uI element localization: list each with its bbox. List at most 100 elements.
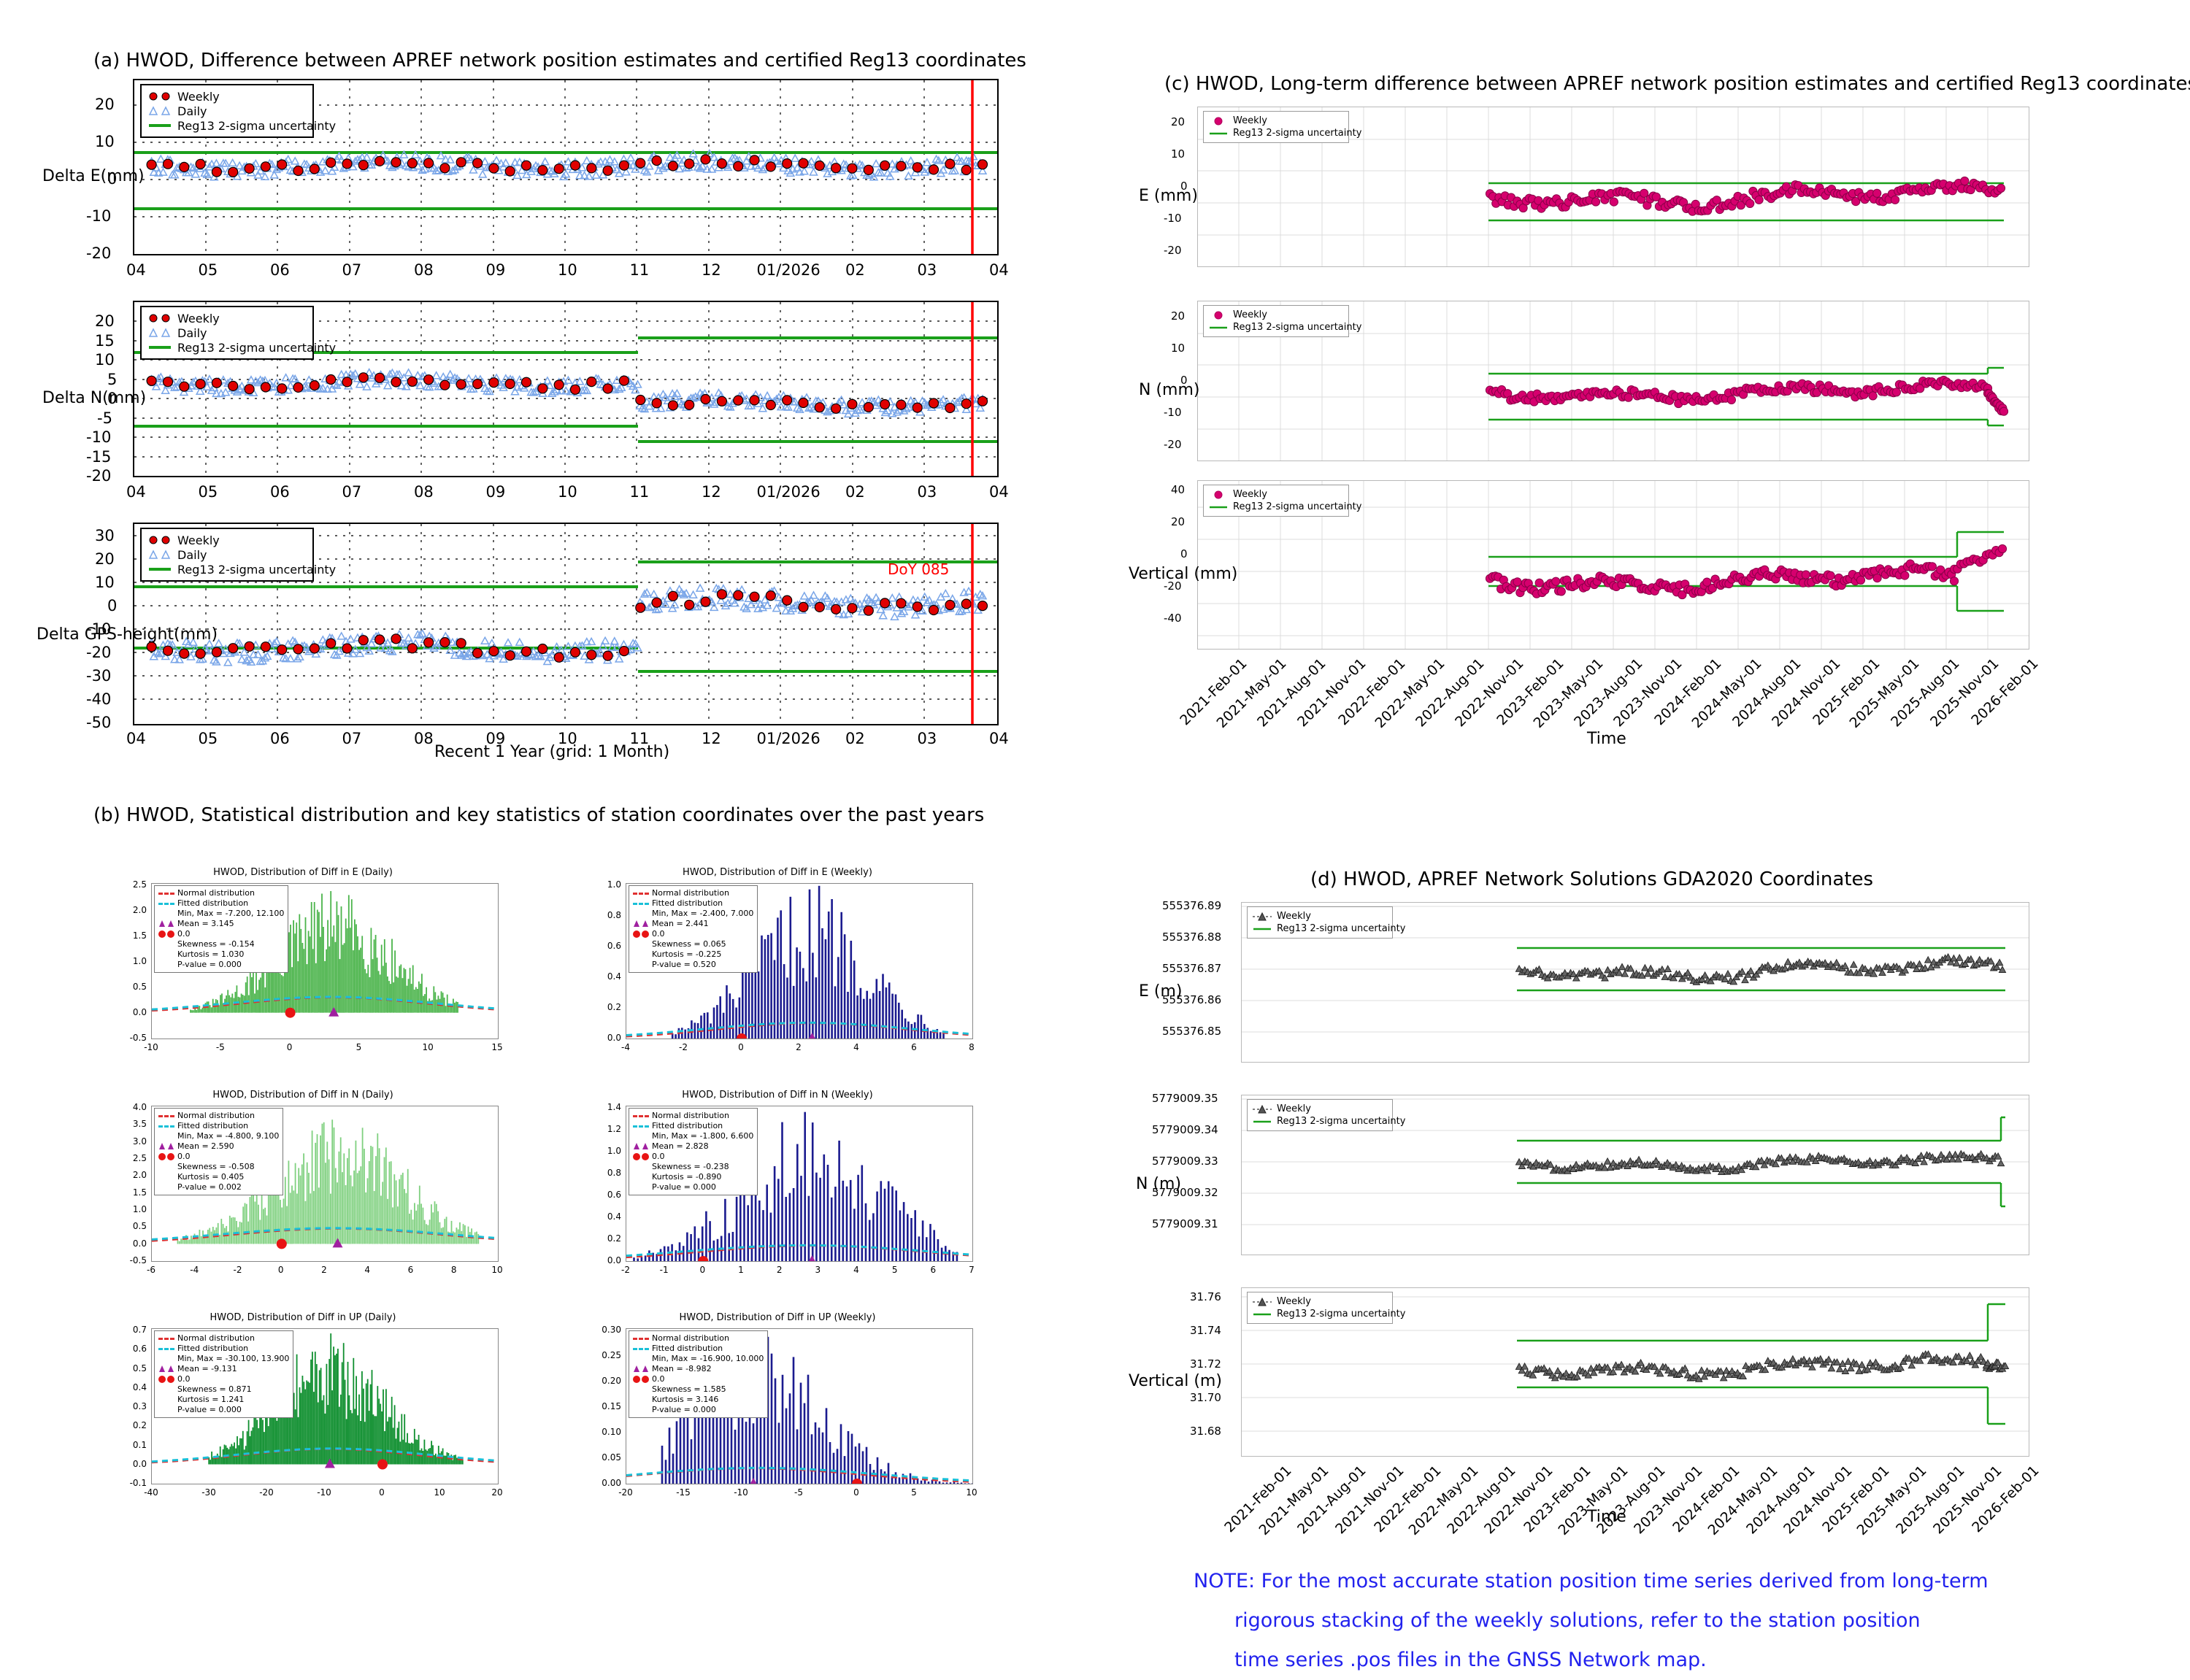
histogram-legend: Normal distribution Fitted distribution Mi… — [629, 885, 758, 973]
histogram-xtick: -10 — [734, 1487, 748, 1498]
legend-label: Reg13 2-sigma uncertainty — [1277, 1309, 1406, 1319]
legend-label: P-value = 0.000 — [177, 960, 242, 969]
ytick: 10 — [95, 574, 115, 591]
green-line-icon — [1253, 1310, 1272, 1319]
legend-label: Skewness = 0.065 — [652, 939, 726, 949]
histogram-xtick: 5 — [891, 1265, 898, 1275]
legend-label: P-value = 0.002 — [177, 1182, 242, 1192]
histogram-ytick: 0.4 — [607, 971, 621, 982]
histogram-ytick: 0.2 — [607, 1002, 621, 1012]
histogram-xtick: 3 — [815, 1265, 821, 1275]
histogram-legend: Normal distribution Fitted distribution Mi… — [629, 1108, 758, 1195]
histogram-panel: HWOD, Distribution of Diff in UP (Weekly… — [573, 1312, 982, 1547]
histogram-ytick: 0.4 — [607, 1211, 621, 1222]
histogram-xtick: -10 — [317, 1487, 331, 1498]
ytick: -40 — [86, 690, 112, 708]
histogram-ytick: 0.0 — [132, 1458, 147, 1469]
legend-normal: Normal distribution — [158, 1111, 279, 1121]
legend-item-sigma: Reg13 2-sigma uncertainty — [1209, 321, 1361, 334]
note-line-3: time series .pos files in the GNSS Netwo… — [1234, 1649, 1707, 1671]
legend-label: Weekly — [1277, 1103, 1311, 1114]
legend-kurt: Kurtosis = -0.890 — [633, 1172, 753, 1182]
legend-skew: Skewness = -0.508 — [158, 1162, 279, 1172]
legend-item-weekly: Weekly — [147, 89, 307, 104]
legend-label: Reg13 2-sigma uncertainty — [1277, 1116, 1406, 1127]
panel-a3-canvas — [134, 524, 997, 724]
legend-label: Mean = 2.828 — [652, 1141, 709, 1151]
legend-label: Weekly — [1277, 1296, 1311, 1307]
legend-label: Min, Max = -7.200, 12.100 — [177, 909, 285, 918]
histogram-title: HWOD, Distribution of Diff in N (Daily) — [212, 1090, 393, 1101]
histogram-xtick: -4 — [190, 1265, 199, 1275]
xtick: 06 — [270, 730, 290, 747]
histogram-ytick: 0.15 — [602, 1401, 621, 1411]
green-line-icon — [1209, 503, 1228, 512]
panel-c2-legend: Weekly Reg13 2-sigma uncertainty — [1203, 305, 1361, 337]
green-line-icon — [1253, 1117, 1272, 1126]
ytick: 20 — [1171, 115, 1186, 128]
histogram-xtick: -4 — [621, 1042, 630, 1052]
ytick: 5 — [107, 371, 118, 388]
histogram-legend: Normal distribution Fitted distribution Mi… — [629, 1330, 769, 1418]
ytick: -15 — [86, 448, 112, 466]
legend-label: Weekly — [177, 533, 220, 547]
histogram-ytick: 3.5 — [132, 1119, 147, 1130]
ytick: -20 — [86, 644, 112, 661]
legend-fitted: Fitted distribution — [158, 898, 284, 909]
legend-minmax: Min, Max = -1.800, 6.600 — [633, 1131, 753, 1141]
histogram-xtick: 2 — [796, 1042, 802, 1052]
xtick: 12 — [702, 730, 721, 747]
zero-dot-icon — [158, 1375, 174, 1384]
panel-c2-canvas — [1198, 301, 2029, 461]
legend-label: Kurtosis = -0.225 — [652, 949, 722, 959]
legend-label: Weekly — [177, 311, 220, 325]
histogram-xtick: 15 — [491, 1042, 503, 1052]
histogram-ytick: 0.25 — [602, 1350, 621, 1360]
legend-kurt: Kurtosis = 1.030 — [158, 949, 284, 960]
normal-dash-icon — [633, 892, 649, 895]
histogram-xtick: 10 — [422, 1042, 434, 1052]
xtick: 11 — [629, 261, 650, 279]
legend-label: Fitted distribution — [177, 1344, 249, 1353]
ytick: 555376.89 — [1162, 899, 1222, 912]
legend-item-weekly: Weekly — [1209, 115, 1343, 127]
daily-triangle-icon — [147, 550, 172, 560]
histogram-xtick: 8 — [450, 1265, 457, 1275]
zero-dot-icon — [633, 1152, 649, 1161]
xtick: 10 — [558, 261, 577, 279]
legend-item-weekly: Weekly — [1253, 1295, 1387, 1308]
histogram-ytick: 4.0 — [132, 1102, 147, 1112]
histogram-ytick: 2.5 — [132, 879, 147, 890]
histogram-ytick: -0.5 — [129, 1033, 147, 1043]
histogram-xtick: -2 — [233, 1265, 242, 1275]
legend-label: Mean = 2.590 — [177, 1141, 234, 1151]
histogram-ytick: 1.5 — [132, 1187, 147, 1198]
legend-item-daily: Daily — [147, 325, 307, 340]
legend-label: Fitted distribution — [652, 1121, 723, 1130]
histogram-ytick: 2.0 — [132, 1170, 147, 1181]
legend-fitted: Fitted distribution — [158, 1121, 279, 1131]
histogram-xtick: -2 — [679, 1042, 688, 1052]
histogram-ytick: 1.0 — [607, 879, 621, 890]
histogram-xtick: 0 — [286, 1042, 293, 1052]
zero-dot-icon — [633, 1375, 649, 1384]
normal-dash-icon — [633, 1337, 649, 1340]
histogram-xtick: 5 — [911, 1487, 917, 1498]
legend-item-sigma: Reg13 2-sigma uncertainty — [1209, 127, 1361, 139]
legend-label: Normal distribution — [652, 888, 729, 898]
legend-fitted: Fitted distribution — [633, 898, 753, 909]
xtick: 08 — [414, 483, 434, 501]
histogram-ytick: 1.0 — [607, 1146, 621, 1156]
xtick: 03 — [917, 483, 937, 501]
histogram-xtick: 2 — [321, 1265, 327, 1275]
panel-c3-canvas — [1198, 481, 2029, 649]
weekly-dot-icon — [147, 535, 172, 545]
ytick: 20 — [95, 96, 115, 113]
histogram-panel: HWOD, Distribution of Diff in E (Daily) -… — [99, 867, 507, 1102]
legend-label: Kurtosis = 0.405 — [177, 1172, 245, 1182]
xtick: 01/2026 — [756, 730, 821, 747]
ytick: 5779009.33 — [1152, 1155, 1218, 1168]
legend-zero: 0.0 — [633, 1152, 753, 1162]
ytick: 20 — [95, 312, 115, 330]
histogram-xtick: -40 — [144, 1487, 158, 1498]
